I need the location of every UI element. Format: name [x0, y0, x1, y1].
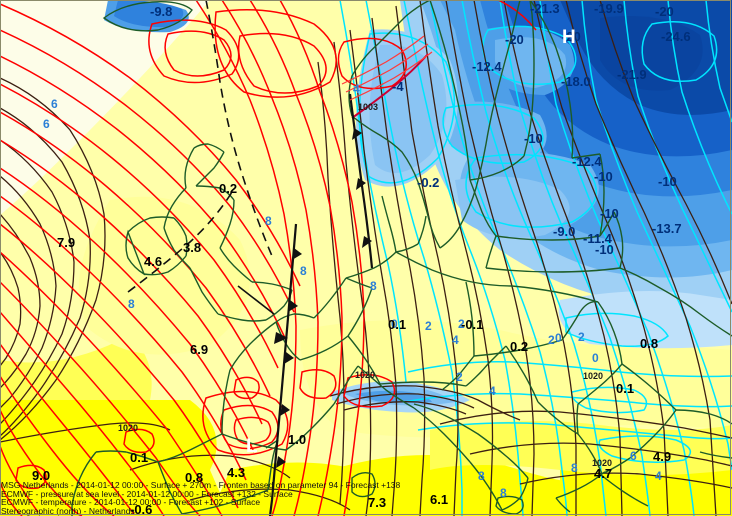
temperature-label: -18.0 — [561, 74, 591, 89]
thickness-label: 2 — [578, 330, 585, 344]
thickness-label: 2 — [456, 370, 463, 384]
thickness-label: 4 — [655, 469, 662, 483]
temperature-label: -20 — [562, 29, 581, 44]
temperature-label: 4.3 — [227, 465, 246, 480]
temperature-label: -0.6 — [130, 502, 153, 516]
front-occluded — [127, 0, 273, 293]
map-caption: MSG Netherlands - 2014-01-12 00:00 - Sur… — [0, 481, 732, 516]
temperature-label: -9.8 — [150, 4, 173, 19]
thickness-label: 8 — [128, 297, 135, 311]
temperature-label: 1.0 — [288, 432, 307, 447]
temperature-label: 6.1 — [430, 492, 449, 507]
thickness-label: 0 — [391, 317, 398, 331]
thickness-label: 0 — [592, 351, 599, 365]
isobar-value-label: 1003 — [358, 102, 379, 112]
thickness-label: 2 — [548, 333, 555, 347]
isobar-value-label: 1020 — [592, 458, 613, 468]
temperature-label: 7.3 — [368, 495, 387, 510]
thickness-label: 4 — [353, 82, 360, 96]
thickness-label: 6 — [43, 117, 50, 131]
temperature-label: -20 — [655, 4, 674, 19]
pressure-center-l: L — [246, 436, 258, 457]
temperature-label: -10 — [595, 242, 614, 257]
thickness-label: 8 — [300, 264, 307, 278]
fill-cold-core — [600, 16, 703, 91]
temperature-label: -20 — [505, 32, 524, 47]
caption-line-1: MSG Netherlands - 2014-01-12 00:00 - Sur… — [1, 480, 401, 490]
temperature-label: -21.3 — [530, 1, 560, 16]
temperature-label: -10 — [594, 169, 613, 184]
fill-sw-bright-yellow — [0, 400, 230, 516]
thickness-label: 8 — [265, 214, 272, 228]
temperature-label: 0.8 — [185, 470, 204, 485]
temperature-label: -4 — [392, 79, 404, 94]
temperature-label: 6.9 — [190, 342, 209, 357]
thickness-label: 2 — [425, 319, 432, 333]
fill-nw-pale — [0, 0, 210, 215]
thickness-label: 0 — [555, 331, 562, 345]
temperature-label: -10 — [524, 131, 543, 146]
temperature-label: -13.7 — [652, 221, 682, 236]
temperature-label: -0.1 — [461, 317, 484, 332]
temperature-label: 0.1 — [130, 450, 149, 465]
front-warm — [351, 53, 429, 119]
front-cold — [268, 223, 302, 516]
temperature-label: -12.4 — [472, 59, 502, 74]
temperature-label: -24.6 — [661, 29, 691, 44]
temperature-label: 0.2 — [219, 181, 238, 196]
thickness-label: 6 — [630, 449, 637, 463]
front-layer — [127, 0, 433, 516]
temperature-label: -10 — [658, 174, 677, 189]
fill-iceland-cold-inner — [114, 0, 184, 28]
isobar-value-label: 1020 — [118, 423, 139, 433]
temperature-label: -12.4 — [572, 154, 602, 169]
coastline-layer — [71, 0, 732, 516]
pressure-center-h: H — [562, 27, 576, 48]
temperature-label: 0.8 — [640, 336, 659, 351]
front-marks-benelux — [237, 285, 288, 344]
temperature-label: 0.2 — [510, 339, 529, 354]
isobar-value-label: 1020 — [583, 371, 604, 381]
fill-baltic-states-inner — [455, 176, 570, 238]
temperature-label: 9.0 — [32, 468, 51, 483]
thickness-label: 4 — [489, 384, 496, 398]
thickness-label: 4 — [452, 333, 459, 347]
thickness-label: 8 — [500, 486, 507, 500]
temperature-label: -9.0 — [553, 224, 576, 239]
temperature-label: -10 — [600, 206, 619, 221]
temperature-label: -19.9 — [594, 1, 624, 16]
thickness-label: 6 — [51, 97, 58, 111]
temperature-label: 0.1 — [616, 381, 635, 396]
fill-uk-yellow — [78, 196, 250, 355]
thickness-label: 8 — [478, 469, 485, 483]
temperature-label: 4.6 — [144, 254, 163, 269]
isobar-value-label: 1020 — [355, 370, 376, 380]
front-band-norway — [341, 35, 433, 101]
front-occluded-northsea — [348, 93, 374, 269]
isobar-layer — [0, 0, 537, 516]
temperature-label: -11.4 — [583, 231, 612, 246]
thickness-label: 8 — [370, 279, 377, 293]
caption-line-3: ECMWF - temperature - 2014-01-12 00:00 -… — [1, 497, 261, 508]
temperature-label: 7.9 — [57, 235, 76, 250]
temperature-label: -21.9 — [617, 67, 647, 82]
temperature-label: 4.7 — [594, 466, 613, 481]
caption-line-2: ECMWF - pressure at sea level - 2014-01-… — [1, 488, 293, 499]
caption-line-4: Stereographic (north) - Netherlands — [1, 505, 135, 516]
thickness-label: 8 — [571, 461, 578, 475]
temperature-label: 3.8 — [183, 240, 202, 255]
temperature-label: -0.2 — [417, 175, 440, 190]
temperature-label: 0.1 — [388, 317, 407, 332]
thickness-label: 2 — [458, 317, 465, 331]
temperature-label: 4.9 — [653, 449, 672, 464]
